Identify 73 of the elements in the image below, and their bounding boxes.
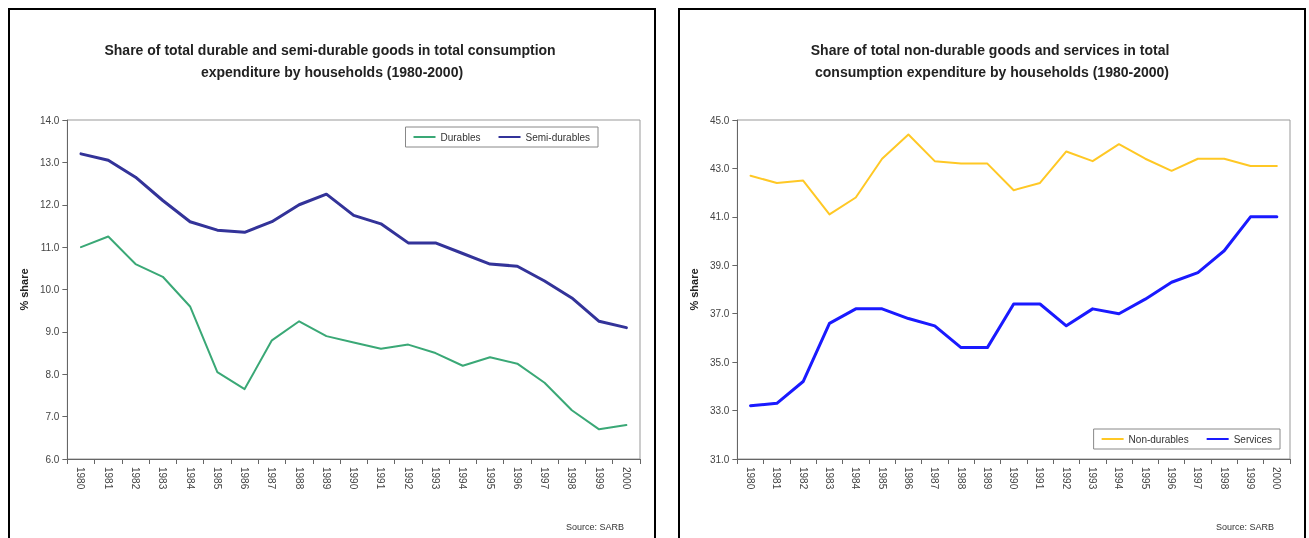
x-tick-label: 1985 bbox=[211, 467, 223, 490]
chart-title: Share of total durable and semi-durable goods in total consumption expenditure by households (1980-2000) bbox=[104, 42, 560, 80]
x-tick-label: 1991 bbox=[1034, 467, 1046, 490]
line-series bbox=[749, 215, 1279, 408]
x-tick-label: 1983 bbox=[157, 467, 169, 490]
chart-title: Share of total non-durable goods and services in total consumption expenditure by households (1980-2000) bbox=[810, 42, 1174, 80]
legend-label: Durables bbox=[440, 131, 481, 143]
x-tick-label: 1982 bbox=[797, 467, 809, 490]
x-tick-label: 1999 bbox=[1245, 467, 1257, 490]
x-tick-label: 1998 bbox=[1218, 467, 1230, 490]
y-tick-label: 11.0 bbox=[40, 241, 60, 253]
x-tick-label: 1994 bbox=[1113, 467, 1125, 490]
x-tick-label: 1995 bbox=[484, 467, 496, 490]
x-tick-label: 1981 bbox=[102, 467, 114, 490]
y-tick-label: 13.0 bbox=[39, 156, 60, 168]
x-tick-label: 1987 bbox=[266, 467, 278, 490]
legend-label: Services bbox=[1233, 433, 1273, 445]
x-tick-label: 1988 bbox=[955, 467, 967, 490]
x-tick-label: 2000 bbox=[620, 467, 632, 490]
x-tick-label: 1984 bbox=[184, 467, 196, 490]
x-tick-label: 1992 bbox=[402, 467, 414, 490]
x-tick-label: 1992 bbox=[1060, 467, 1072, 490]
source-note: Source: SARB bbox=[565, 521, 625, 532]
x-tick-label: 1999 bbox=[593, 467, 605, 490]
line-series bbox=[79, 152, 628, 330]
x-tick-label: 1994 bbox=[457, 467, 469, 490]
y-tick-label: 41.0 bbox=[709, 211, 730, 223]
line-series bbox=[80, 235, 628, 431]
y-tick-label: 10.0 bbox=[39, 284, 60, 295]
x-tick-label: 1980 bbox=[745, 467, 757, 490]
y-axis-title: % share bbox=[17, 268, 30, 311]
legend-label: Semi-durables bbox=[525, 131, 591, 143]
y-tick-label: 7.0 bbox=[45, 411, 60, 423]
x-tick-label: 1981 bbox=[771, 467, 783, 490]
y-tick-label: 33.0 bbox=[709, 405, 730, 417]
x-tick-label: 1997 bbox=[1192, 467, 1204, 490]
y-tick-label: 31.0 bbox=[709, 453, 730, 465]
x-tick-label: 1983 bbox=[823, 467, 835, 490]
x-tick-label: 1984 bbox=[850, 467, 862, 490]
y-tick-label: 39.0 bbox=[709, 259, 730, 271]
x-tick-label: 1993 bbox=[1087, 467, 1099, 490]
y-tick-label: 43.0 bbox=[709, 162, 730, 174]
x-tick-label: 1987 bbox=[929, 467, 941, 490]
x-tick-label: 1993 bbox=[429, 467, 441, 490]
x-tick-label: 2000 bbox=[1271, 467, 1283, 490]
y-tick-label: 8.0 bbox=[45, 368, 60, 380]
y-tick-label: 12.0 bbox=[39, 199, 60, 211]
x-tick-label: 1990 bbox=[1008, 467, 1020, 490]
y-tick-label: 45.0 bbox=[709, 114, 730, 126]
x-tick-label: 1991 bbox=[375, 467, 387, 490]
x-tick-label: 1986 bbox=[239, 467, 251, 490]
x-tick-label: 1980 bbox=[75, 467, 87, 490]
x-tick-label: 1996 bbox=[1166, 467, 1178, 490]
x-tick-label: 1985 bbox=[876, 467, 888, 490]
y-tick-label: 37.0 bbox=[709, 308, 730, 320]
y-tick-label: 14.0 bbox=[39, 114, 60, 126]
x-tick-label: 1989 bbox=[320, 467, 332, 490]
x-tick-label: 1986 bbox=[902, 467, 914, 490]
source-note: Source: SARB bbox=[1215, 521, 1275, 532]
x-tick-label: 1988 bbox=[293, 467, 305, 490]
line-series bbox=[749, 133, 1278, 216]
x-tick-label: 1990 bbox=[348, 467, 360, 490]
y-tick-label: 6.0 bbox=[45, 453, 60, 465]
y-tick-label: 9.0 bbox=[45, 326, 60, 338]
x-tick-label: 1997 bbox=[539, 467, 551, 490]
y-tick-label: 35.0 bbox=[709, 356, 730, 368]
x-tick-label: 1989 bbox=[981, 467, 993, 490]
x-tick-label: 1998 bbox=[566, 467, 578, 490]
x-tick-label: 1996 bbox=[511, 467, 523, 490]
y-axis-title: % share bbox=[687, 268, 700, 311]
x-tick-label: 1982 bbox=[130, 467, 142, 490]
x-tick-label: 1995 bbox=[1139, 467, 1151, 490]
legend-label: Non-durables bbox=[1128, 433, 1189, 445]
